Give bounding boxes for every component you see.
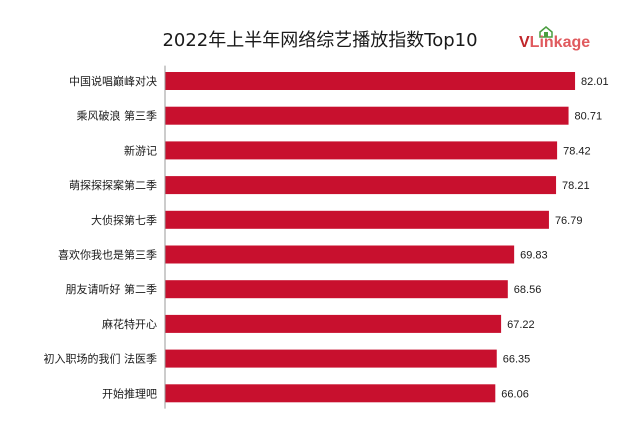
category-label-7: 朋友请听好 第二季 bbox=[66, 282, 158, 296]
category-label-4: 萌探探探案第二季 bbox=[69, 178, 157, 192]
bar-1 bbox=[165, 72, 576, 90]
category-label-3: 新游记 bbox=[124, 143, 157, 157]
category-label-9: 初入职场的我们 法医季 bbox=[44, 352, 158, 366]
category-label-6: 喜欢你我也是第三季 bbox=[58, 248, 157, 262]
value-label-7: 68.56 bbox=[514, 284, 542, 296]
bar-3 bbox=[165, 141, 558, 160]
category-label-8: 麻花特开心 bbox=[102, 317, 157, 331]
value-label-6: 69.83 bbox=[520, 250, 548, 262]
bar-4 bbox=[165, 176, 557, 195]
category-label-5: 大侦探第七季 bbox=[91, 213, 157, 227]
bar-7 bbox=[165, 280, 508, 299]
house-icon bbox=[539, 26, 553, 38]
value-label-5: 76.79 bbox=[555, 215, 583, 227]
bar-9 bbox=[165, 349, 497, 368]
category-label-2: 乘风破浪 第三季 bbox=[77, 109, 158, 123]
value-label-4: 78.21 bbox=[562, 180, 590, 192]
value-label-9: 66.35 bbox=[503, 354, 531, 366]
value-label-1: 82.01 bbox=[581, 76, 609, 88]
logo-letter-v: V bbox=[519, 34, 530, 51]
bar-10 bbox=[165, 384, 496, 403]
value-label-10: 66.06 bbox=[501, 388, 529, 400]
category-label-10: 开始推理吧 bbox=[102, 386, 157, 400]
bar-6 bbox=[165, 245, 515, 264]
value-label-2: 80.71 bbox=[575, 111, 603, 123]
bar-5 bbox=[165, 210, 549, 229]
bars-layer: 中国说唱巅峰对决 82.01 乘风破浪 第三季 80.71 新游记 78.42 萌探探探案第… bbox=[44, 72, 609, 403]
chart-title: 2022年上半年网络综艺播放指数Top10 bbox=[162, 30, 478, 51]
value-label-8: 67.22 bbox=[507, 319, 535, 331]
bar-8 bbox=[165, 314, 502, 333]
logo-word: Linkage bbox=[529, 34, 591, 51]
value-label-3: 78.42 bbox=[563, 145, 591, 157]
category-label-1: 中国说唱巅峰对决 bbox=[69, 74, 157, 88]
vlinkage-logo: VLinkage bbox=[519, 26, 619, 58]
logo-text: VLinkage bbox=[519, 34, 590, 52]
bar-2 bbox=[165, 106, 569, 125]
